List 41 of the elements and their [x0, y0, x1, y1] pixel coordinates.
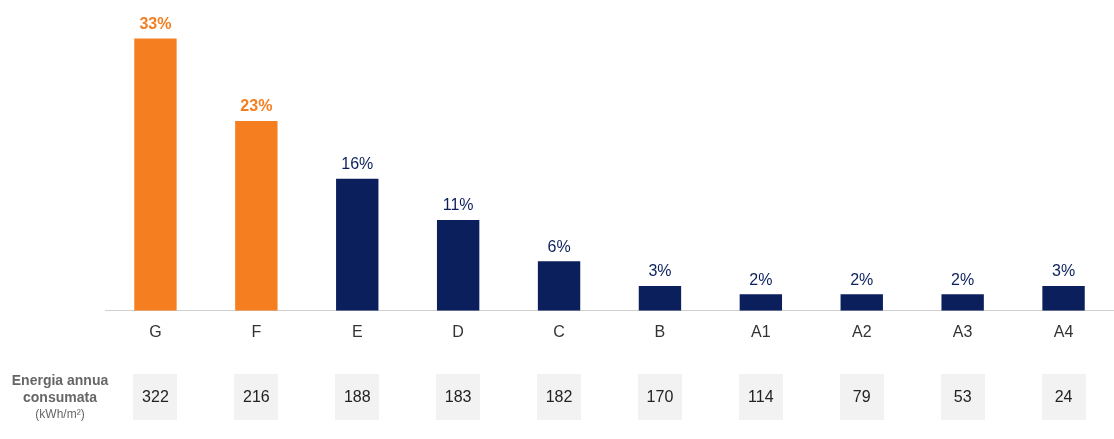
x-tick-label: B: [654, 322, 666, 340]
text: 188: [335, 374, 380, 420]
text: 53: [940, 374, 985, 420]
text: 24: [1041, 374, 1086, 420]
bar: [840, 294, 883, 311]
bar: [134, 38, 177, 311]
text: 216: [234, 374, 279, 420]
text: 182: [537, 374, 582, 420]
bar: [638, 286, 682, 311]
x-tick-label: D: [452, 322, 464, 340]
x-tick-label: E: [351, 322, 363, 340]
data-label: 3%: [648, 262, 672, 280]
x-tick-label: F: [251, 322, 262, 340]
data-label: 3%: [1051, 262, 1076, 280]
bar: [739, 294, 783, 311]
bar: [336, 178, 379, 311]
text: 170: [637, 374, 682, 420]
data-label: 33%: [139, 14, 172, 32]
bar: [1042, 286, 1085, 311]
bar: [436, 220, 480, 311]
text: 183: [436, 374, 481, 420]
text: Energia annua consumata (kWh/m²): [10, 372, 110, 423]
bar: [235, 121, 278, 311]
x-tick-label: A3: [952, 322, 973, 340]
x-tick-label: A2: [851, 322, 872, 340]
data-label: 23%: [240, 97, 273, 115]
data-label: 6%: [547, 237, 571, 255]
text: 79: [839, 374, 884, 420]
text: 322: [133, 374, 178, 420]
data-label: 16%: [341, 155, 374, 173]
x-tick-label: A1: [751, 322, 771, 340]
data-label: 11%: [442, 196, 474, 214]
bar: [941, 294, 984, 311]
x-tick-label: G: [149, 322, 162, 340]
x-tick-label: C: [553, 322, 565, 340]
x-tick-label: A4: [1053, 322, 1074, 340]
data-label: 2%: [850, 270, 874, 288]
bar: [537, 261, 581, 311]
data-label: 2%: [749, 270, 773, 288]
data-label: 2%: [951, 270, 975, 288]
text: 114: [738, 374, 783, 420]
